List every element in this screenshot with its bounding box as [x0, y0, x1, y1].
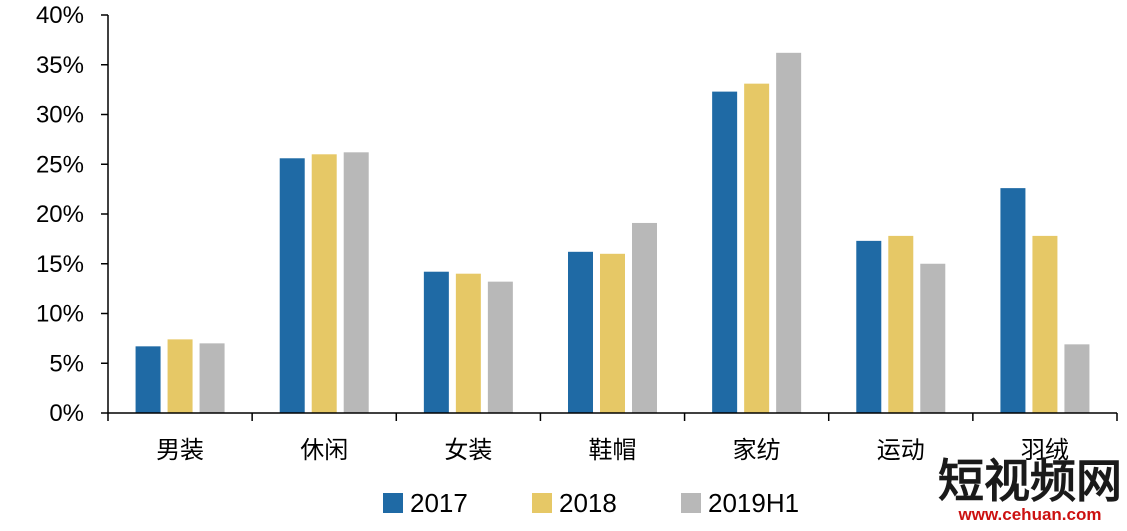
bar-2017-休闲 [279, 158, 305, 413]
bar-2018-休闲 [311, 154, 337, 414]
x-category-label: 家纺 [733, 436, 781, 464]
x-category-label: 运动 [877, 436, 925, 464]
legend-label: 2017 [410, 488, 468, 518]
y-tick-label: 15% [36, 251, 84, 278]
legend: 2017 2018 2019H1 [383, 488, 799, 518]
bar-2017-鞋帽 [568, 251, 593, 413]
bar-2018-鞋帽 [600, 253, 625, 413]
bar-2017-运动 [856, 240, 882, 413]
y-axis: 0% 5% 10% 15% 20% 25% 30% 35% 40% [36, 2, 109, 427]
legend-swatch-2019H1 [681, 493, 701, 513]
legend-label: 2018 [559, 488, 617, 518]
y-tick-label: 10% [36, 301, 84, 328]
watermark-logo: 短视频网 www.cehuan.com [938, 454, 1122, 524]
bar-2017-女装 [423, 271, 449, 413]
x-category-label: 羽绒 [1021, 436, 1069, 464]
bar-2019H1-休闲 [343, 152, 369, 413]
x-category-label: 鞋帽 [589, 436, 637, 464]
bar-2018-家纺 [744, 83, 770, 413]
bar-2018-男装 [167, 339, 193, 413]
y-tick-label: 35% [36, 52, 84, 79]
x-axis: 男装 休闲 女装 鞋帽 家纺 运动 羽绒 [107, 412, 1118, 464]
bar-2018-女装 [455, 273, 481, 413]
x-category-label: 女装 [444, 436, 492, 464]
bar-2018-羽绒 [1032, 235, 1058, 413]
y-tick-label: 40% [36, 2, 84, 29]
y-tick-label: 30% [36, 102, 84, 129]
watermark-text: 短视频网 [938, 454, 1122, 508]
legend-label: 2019H1 [708, 488, 799, 518]
bar-2017-男装 [135, 346, 161, 413]
x-category-label: 男装 [156, 436, 204, 464]
x-category-label: 休闲 [300, 436, 348, 464]
y-tick-label: 20% [36, 201, 84, 228]
bar-2017-羽绒 [1000, 188, 1026, 413]
legend-swatch-2018 [532, 493, 552, 513]
y-tick-label: 25% [36, 151, 84, 178]
legend-swatch-2017 [383, 493, 403, 513]
bar-2019H1-羽绒 [1064, 344, 1090, 413]
bar-2019H1-家纺 [776, 52, 802, 414]
watermark-url: www.cehuan.com [958, 505, 1102, 524]
bar-2018-运动 [888, 235, 914, 413]
bar-2017-家纺 [712, 91, 738, 414]
y-tick-label: 0% [49, 400, 84, 427]
bar-2019H1-男装 [199, 343, 225, 413]
bar-2019H1-女装 [487, 281, 513, 413]
bars [135, 52, 1090, 414]
bar-2019H1-鞋帽 [632, 222, 657, 413]
bar-2019H1-运动 [920, 263, 946, 413]
y-tick-label: 5% [49, 350, 84, 377]
